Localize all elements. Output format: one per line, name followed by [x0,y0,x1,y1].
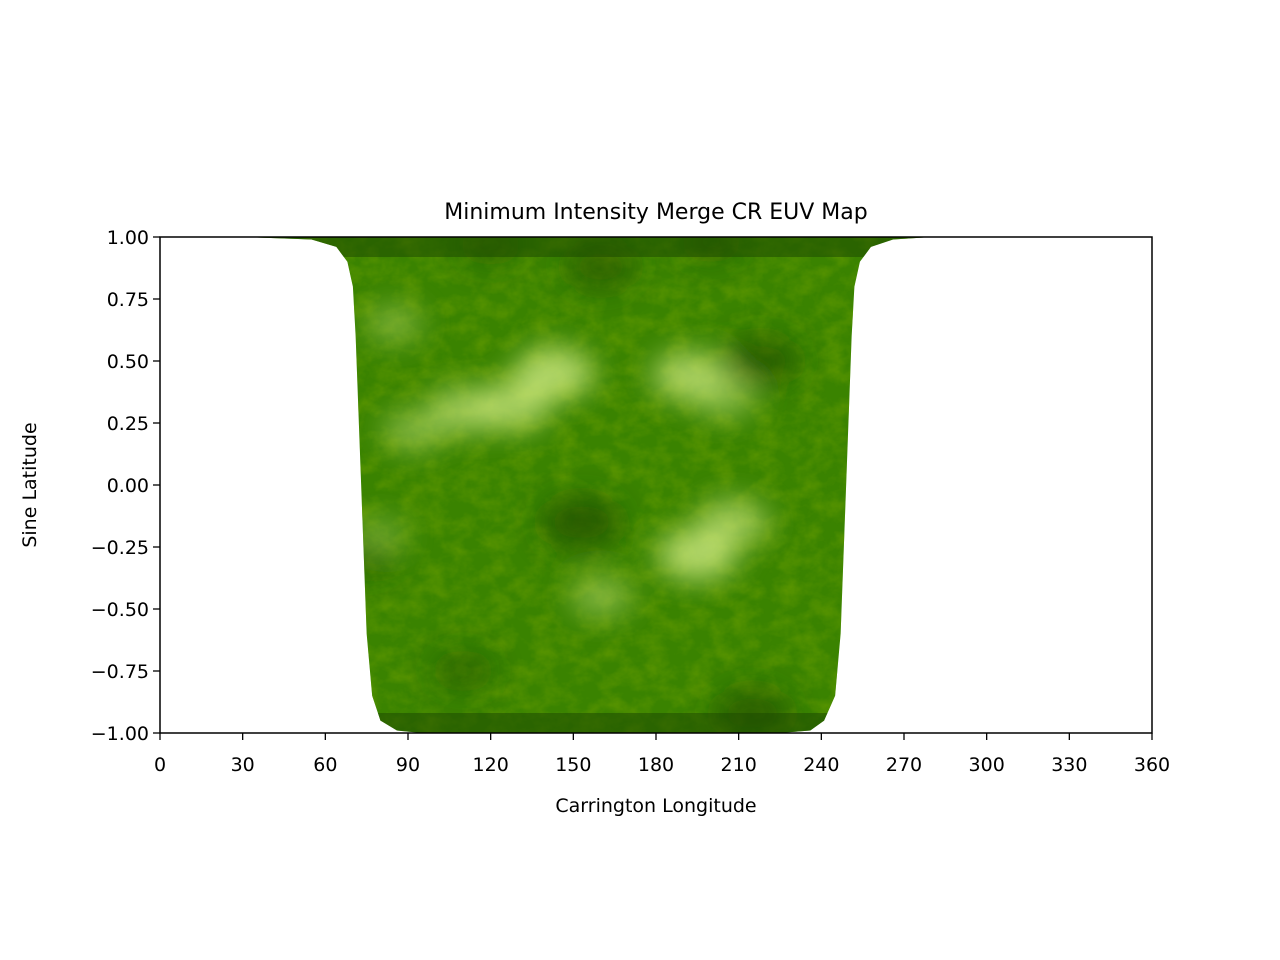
x-tick-label: 0 [154,754,166,776]
map-features [337,237,799,733]
y-tick-label: 0.25 [107,413,149,435]
bright-region [693,377,757,419]
dark-region [431,650,495,692]
y-axis-label: Sine Latitude [19,422,41,547]
bright-region [382,410,445,451]
bright-region [569,576,633,617]
x-tick-label: 30 [231,754,255,776]
dark-region [541,496,622,549]
map-pole-shade-north [242,237,932,257]
y-tick-label: 1.00 [107,227,149,249]
plot-area [242,237,932,733]
bright-region [365,304,424,343]
x-tick-label: 300 [969,754,1005,776]
x-axis-label: Carrington Longitude [555,795,756,817]
x-tick-label: 120 [473,754,509,776]
map-pole-shade-south [242,713,932,733]
x-tick-label: 90 [396,754,420,776]
y-tick-label: −0.75 [91,661,149,683]
x-tick-label: 180 [638,754,674,776]
chart-title: Minimum Intensity Merge CR EUV Map [444,200,867,225]
dark-region [337,540,396,579]
x-tick-label: 210 [721,754,757,776]
map-texture [242,237,932,733]
y-tick-label: 0.00 [107,475,149,497]
x-axis: 0 30 60 90 120 150 180 210 240 270 300 330 360 [154,733,1170,776]
y-axis: 1.00 0.75 0.50 0.25 0.00 −0.25 −0.50 −0.75 −1.00 [91,227,160,745]
y-tick-label: −1.00 [91,723,149,745]
x-tick-label: 240 [803,754,839,776]
x-tick-label: 360 [1134,754,1170,776]
x-tick-label: 150 [555,754,591,776]
y-tick-label: −0.50 [91,599,149,621]
bright-region [697,499,769,546]
euv-map [242,237,932,733]
x-tick-label: 330 [1051,754,1087,776]
y-tick-label: 0.50 [107,351,149,373]
dark-region [722,336,799,386]
bright-region [427,387,499,434]
y-tick-label: −0.25 [91,537,149,559]
x-tick-label: 270 [886,754,922,776]
y-tick-label: 0.75 [107,289,149,311]
x-tick-label: 60 [313,754,337,776]
